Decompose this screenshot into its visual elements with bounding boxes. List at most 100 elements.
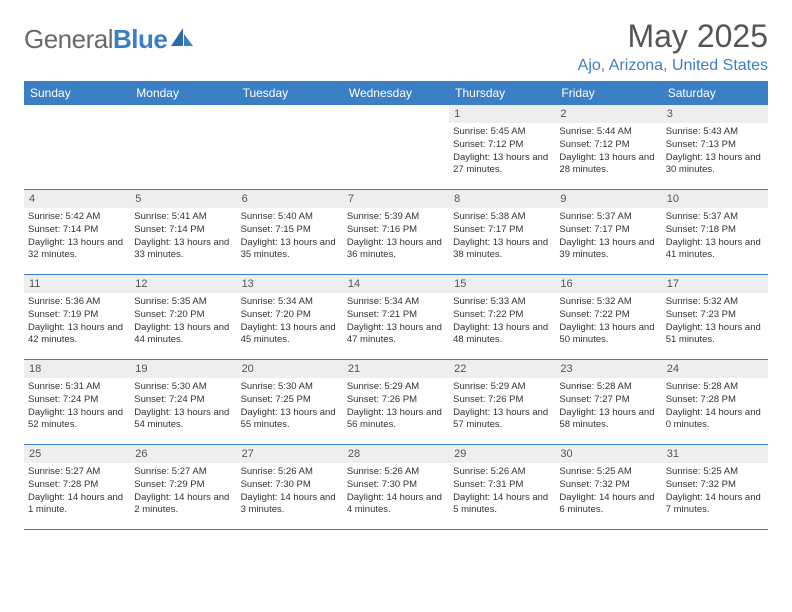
day-info: Sunrise: 5:26 AMSunset: 7:30 PMDaylight:… [347,466,445,517]
sail-icon [169,26,195,53]
day-cell: 28 Sunrise: 5:26 AMSunset: 7:30 PMDayligh… [343,445,449,529]
day-info: Sunrise: 5:29 AMSunset: 7:26 PMDaylight:… [453,381,551,432]
day-header: Saturday [662,81,768,105]
day-number: 8 [449,190,555,208]
day-cell: 19 Sunrise: 5:30 AMSunset: 7:24 PMDayligh… [130,360,236,444]
empty-cell: . [343,105,449,189]
logo: GeneralBlue [24,24,195,55]
day-number: 18 [24,360,130,378]
day-number: 16 [555,275,661,293]
day-info: Sunrise: 5:34 AMSunset: 7:20 PMDaylight:… [241,296,339,347]
day-number: 5 [130,190,236,208]
day-number: 26 [130,445,236,463]
month-title: May 2025 [578,18,768,55]
day-cell: 13 Sunrise: 5:34 AMSunset: 7:20 PMDayligh… [237,275,343,359]
day-cell: 31Sunrise: 5:25 AMSunset: 7:32 PMDayligh… [662,445,768,529]
day-info: Sunrise: 5:41 AMSunset: 7:14 PMDaylight:… [134,211,232,262]
day-number: 3 [662,105,768,123]
day-cell: 11 Sunrise: 5:36 AMSunset: 7:19 PMDayligh… [24,275,130,359]
day-info: Sunrise: 5:32 AMSunset: 7:23 PMDaylight:… [666,296,764,347]
day-number: 31 [662,445,768,463]
day-cell: 15Sunrise: 5:33 AMSunset: 7:22 PMDayligh… [449,275,555,359]
day-cell: 24Sunrise: 5:28 AMSunset: 7:28 PMDayligh… [662,360,768,444]
day-info: Sunrise: 5:37 AMSunset: 7:18 PMDaylight:… [666,211,764,262]
day-cell: 12Sunrise: 5:35 AMSunset: 7:20 PMDayligh… [130,275,236,359]
day-info: Sunrise: 5:36 AMSunset: 7:19 PMDaylight:… [28,296,126,347]
day-header: Wednesday [343,81,449,105]
day-number: 1 [449,105,555,123]
day-number: 4 [24,190,130,208]
week-row: 4 Sunrise: 5:42 AMSunset: 7:14 PMDaylight… [24,190,768,275]
day-number: 15 [449,275,555,293]
day-number: 7 [343,190,449,208]
day-cell: 3 Sunrise: 5:43 AMSunset: 7:13 PMDaylight… [662,105,768,189]
week-row: 18 Sunrise: 5:31 AMSunset: 7:24 PMDayligh… [24,360,768,445]
day-cell: 26 Sunrise: 5:27 AMSunset: 7:29 PMDayligh… [130,445,236,529]
day-info: Sunrise: 5:26 AMSunset: 7:30 PMDaylight:… [241,466,339,517]
day-number: 20 [237,360,343,378]
day-number: 13 [237,275,343,293]
day-number: 6 [237,190,343,208]
day-cell: 17 Sunrise: 5:32 AMSunset: 7:23 PMDayligh… [662,275,768,359]
weeks-container: ....1Sunrise: 5:45 AMSunset: 7:12 PMDayl… [24,105,768,530]
day-info: Sunrise: 5:28 AMSunset: 7:28 PMDaylight:… [666,381,764,432]
day-info: Sunrise: 5:45 AMSunset: 7:12 PMDaylight:… [453,126,551,177]
day-cell: 20 Sunrise: 5:30 AMSunset: 7:25 PMDayligh… [237,360,343,444]
day-cell: 18 Sunrise: 5:31 AMSunset: 7:24 PMDayligh… [24,360,130,444]
day-cell: 6 Sunrise: 5:40 AMSunset: 7:15 PMDaylight… [237,190,343,274]
day-info: Sunrise: 5:40 AMSunset: 7:15 PMDaylight:… [241,211,339,262]
day-info: Sunrise: 5:39 AMSunset: 7:16 PMDaylight:… [347,211,445,262]
day-cell: 1 Sunrise: 5:45 AMSunset: 7:12 PMDaylight… [449,105,555,189]
week-row: ....1Sunrise: 5:45 AMSunset: 7:12 PMDayl… [24,105,768,190]
day-cell: 16 Sunrise: 5:32 AMSunset: 7:22 PMDayligh… [555,275,661,359]
day-header: Tuesday [237,81,343,105]
day-number: 25 [24,445,130,463]
day-cell: 2Sunrise: 5:44 AMSunset: 7:12 PMDaylight… [555,105,661,189]
day-cell: 23Sunrise: 5:28 AMSunset: 7:27 PMDayligh… [555,360,661,444]
day-cell: 29 Sunrise: 5:26 AMSunset: 7:31 PMDayligh… [449,445,555,529]
day-number: 10 [662,190,768,208]
day-number: 11 [24,275,130,293]
day-number: 14 [343,275,449,293]
empty-cell: . [24,105,130,189]
day-number: 28 [343,445,449,463]
title-block: May 2025 Ajo, Arizona, United States [578,18,768,75]
day-header: Monday [130,81,236,105]
day-number: 17 [662,275,768,293]
day-number: 29 [449,445,555,463]
day-header: Sunday [24,81,130,105]
day-cell: 30 Sunrise: 5:25 AMSunset: 7:32 PMDayligh… [555,445,661,529]
week-row: 11 Sunrise: 5:36 AMSunset: 7:19 PMDayligh… [24,275,768,360]
day-cell: 9Sunrise: 5:37 AMSunset: 7:17 PMDaylight… [555,190,661,274]
day-cell: 27Sunrise: 5:26 AMSunset: 7:30 PMDayligh… [237,445,343,529]
calendar: SundayMondayTuesdayWednesdayThursdayFrid… [24,81,768,530]
day-info: Sunrise: 5:30 AMSunset: 7:24 PMDaylight:… [134,381,232,432]
day-info: Sunrise: 5:31 AMSunset: 7:24 PMDaylight:… [28,381,126,432]
day-info: Sunrise: 5:42 AMSunset: 7:14 PMDaylight:… [28,211,126,262]
location: Ajo, Arizona, United States [578,57,768,75]
day-info: Sunrise: 5:27 AMSunset: 7:28 PMDaylight:… [28,466,126,517]
day-info: Sunrise: 5:27 AMSunset: 7:29 PMDaylight:… [134,466,232,517]
day-info: Sunrise: 5:38 AMSunset: 7:17 PMDaylight:… [453,211,551,262]
day-number: 19 [130,360,236,378]
day-cell: 8 Sunrise: 5:38 AMSunset: 7:17 PMDaylight… [449,190,555,274]
day-cell: 7 Sunrise: 5:39 AMSunset: 7:16 PMDaylight… [343,190,449,274]
day-number: 30 [555,445,661,463]
day-number: 2 [555,105,661,123]
day-info: Sunrise: 5:25 AMSunset: 7:32 PMDaylight:… [559,466,657,517]
day-info: Sunrise: 5:30 AMSunset: 7:25 PMDaylight:… [241,381,339,432]
day-cell: 14 Sunrise: 5:34 AMSunset: 7:21 PMDayligh… [343,275,449,359]
day-info: Sunrise: 5:26 AMSunset: 7:31 PMDaylight:… [453,466,551,517]
day-info: Sunrise: 5:34 AMSunset: 7:21 PMDaylight:… [347,296,445,347]
day-cell: 4 Sunrise: 5:42 AMSunset: 7:14 PMDaylight… [24,190,130,274]
day-info: Sunrise: 5:43 AMSunset: 7:13 PMDaylight:… [666,126,764,177]
day-info: Sunrise: 5:32 AMSunset: 7:22 PMDaylight:… [559,296,657,347]
day-number: 21 [343,360,449,378]
logo-text-2: Blue [113,24,167,55]
day-header-row: SundayMondayTuesdayWednesdayThursdayFrid… [24,81,768,105]
day-info: Sunrise: 5:37 AMSunset: 7:17 PMDaylight:… [559,211,657,262]
empty-cell: . [237,105,343,189]
header: GeneralBlue May 2025 Ajo, Arizona, Unite… [24,18,768,75]
day-number: 12 [130,275,236,293]
day-header: Thursday [449,81,555,105]
